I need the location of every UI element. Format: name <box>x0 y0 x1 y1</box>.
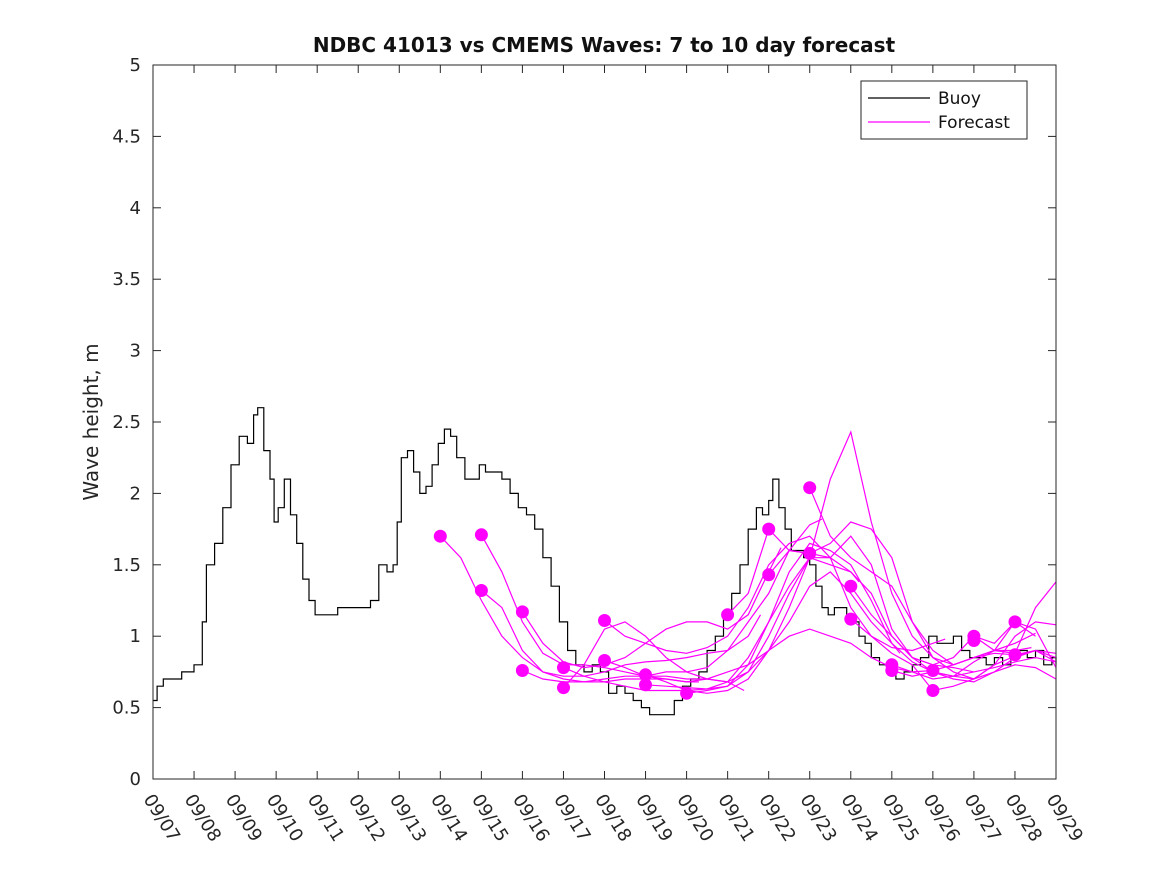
forecast-line <box>891 621 1057 677</box>
y-tick-label: 2.5 <box>112 412 141 433</box>
forecast-start-marker <box>803 546 817 560</box>
forecast-line <box>481 590 762 677</box>
forecast-start-marker <box>598 654 611 667</box>
forecast-start-marker <box>515 664 529 677</box>
forecast-line <box>563 557 860 692</box>
forecast-start-markers <box>433 481 1022 700</box>
y-axis: 0 0.5 1 1.5 2 2.5 3 3.5 4 4.5 5 <box>112 55 1056 790</box>
forecast-start-marker <box>844 612 858 626</box>
forecast-start-marker <box>967 634 981 647</box>
forecast-start-marker <box>557 681 570 695</box>
y-tick-label: 1 <box>130 626 141 647</box>
forecast-line <box>604 535 946 654</box>
forecast-start-marker <box>803 481 817 495</box>
forecast-start-marker <box>433 529 447 543</box>
forecast-start-marker <box>1008 615 1022 629</box>
y-tick-label: 3 <box>130 341 141 362</box>
legend-box <box>860 80 1028 140</box>
legend-forecast-label: Forecast <box>938 113 1010 133</box>
forecast-line <box>563 571 901 689</box>
forecast-line <box>727 527 1057 683</box>
plot-frame <box>152 64 1057 780</box>
forecast-start-marker <box>515 605 529 619</box>
forecast-start-marker <box>598 614 611 627</box>
forecast-start-marker <box>926 684 940 697</box>
forecast-start-marker <box>926 664 940 677</box>
y-tick-label: 3.5 <box>112 269 141 290</box>
forecast-start-marker <box>639 678 652 692</box>
y-tick-label: 4.5 <box>112 126 141 147</box>
forecast-start-marker <box>762 568 776 582</box>
forecast-line <box>973 621 1036 644</box>
forecast-start-marker <box>557 661 570 675</box>
y-tick-label: 1.5 <box>112 555 141 576</box>
y-tick-label: 2 <box>130 483 141 504</box>
forecast-line <box>891 632 1036 673</box>
forecast-start-marker <box>474 528 488 542</box>
forecast-start-marker <box>844 579 858 593</box>
y-axis-label: Wave height, m <box>79 343 103 500</box>
chart-title: NDBC 41013 vs CMEMS Waves: 7 to 10 day f… <box>313 33 896 57</box>
legend-buoy-label: Buoy <box>938 89 981 109</box>
y-tick-label: 0.5 <box>112 698 141 719</box>
forecast-start-marker <box>474 584 488 597</box>
forecast-start-marker <box>1008 648 1022 662</box>
forecast-line <box>522 518 823 683</box>
forecast-start-marker <box>762 522 776 536</box>
forecast-start-marker <box>639 668 652 682</box>
forecast-line <box>850 618 1057 692</box>
y-tick-label: 0 <box>130 769 141 790</box>
legend: Buoy Forecast <box>860 80 1028 140</box>
forecast-line <box>809 487 1057 680</box>
forecast-line <box>850 581 1057 666</box>
y-tick-label: 5 <box>130 55 141 76</box>
forecast-start-marker <box>885 664 899 677</box>
y-tick-label: 4 <box>130 198 141 219</box>
forecast-series <box>439 430 1057 694</box>
forecast-start-marker <box>721 608 735 622</box>
forecast-start-marker <box>680 686 694 700</box>
